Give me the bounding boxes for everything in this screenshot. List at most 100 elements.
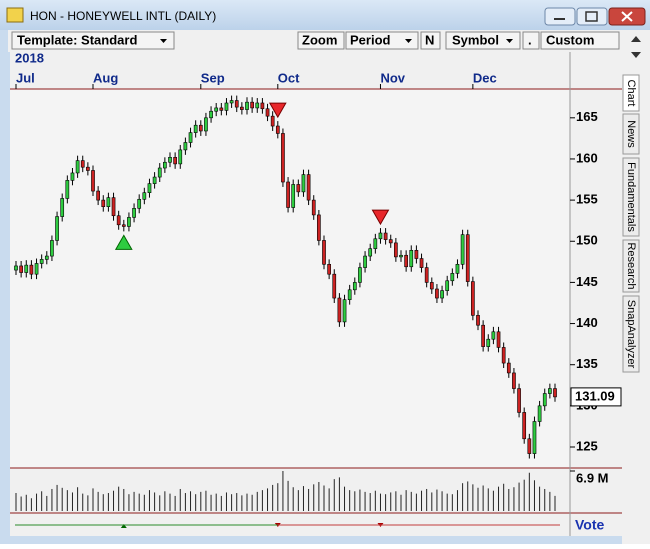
candle-body <box>450 273 455 282</box>
candle-body <box>440 290 444 299</box>
candle-body <box>481 324 485 347</box>
last-price-box <box>570 387 622 407</box>
candle-body <box>137 198 142 209</box>
candle-body <box>373 238 378 249</box>
candle-body <box>142 192 147 200</box>
candle-body <box>399 254 403 258</box>
candle-body <box>147 183 152 194</box>
maximize-button[interactable] <box>576 7 608 26</box>
candle-body <box>193 124 198 133</box>
candle-body <box>435 288 439 299</box>
candle-body <box>204 117 208 132</box>
y-tick-label: 160 <box>576 150 598 165</box>
candle-body <box>19 265 23 273</box>
candle-body <box>34 263 39 275</box>
zoom-label: Zoom <box>302 32 337 47</box>
candle-body <box>414 250 419 259</box>
candle-body <box>512 372 516 389</box>
x-tick-label: Sep <box>201 70 225 85</box>
candle-body <box>317 214 321 241</box>
candle-body <box>517 388 521 413</box>
candle-body <box>224 102 229 111</box>
candle-body <box>306 174 311 201</box>
candle-body <box>39 259 44 264</box>
candle-body <box>75 160 80 174</box>
candle-body <box>96 190 100 201</box>
symbol-dropdown[interactable] <box>445 31 521 50</box>
dot-button[interactable] <box>522 31 540 50</box>
price-pane <box>10 89 570 468</box>
candle-body <box>116 215 121 226</box>
volume-tick-label: 6.9 M <box>576 470 609 485</box>
side-tab[interactable] <box>622 295 640 373</box>
candle-body <box>322 240 326 265</box>
side-tab-label: Fundamentals <box>625 162 637 232</box>
candle-body <box>532 421 537 454</box>
side-tab[interactable] <box>622 74 640 112</box>
y-tick-label: 145 <box>576 274 598 289</box>
candle-body <box>342 299 347 323</box>
candle-body <box>183 142 188 151</box>
y-tick-label: 140 <box>576 315 598 330</box>
candle-body <box>337 297 342 323</box>
candle-body <box>522 412 527 440</box>
y-tick-label: 150 <box>576 233 598 248</box>
candle-body <box>127 217 131 227</box>
candle-body <box>55 216 59 241</box>
candle-body <box>419 258 424 268</box>
buy-signal <box>114 234 133 250</box>
side-tab[interactable] <box>622 239 640 293</box>
candle-body <box>229 100 234 104</box>
candle-body <box>157 167 162 178</box>
side-tab-label: SnapAnalyzer <box>625 300 637 369</box>
candle-body <box>394 242 398 258</box>
y-tick-label: 165 <box>576 109 598 124</box>
candle-body <box>50 240 54 257</box>
candle-body <box>388 239 393 244</box>
side-tab-label: Chart <box>625 80 637 107</box>
candle-body <box>311 199 316 216</box>
candle-body <box>91 170 95 192</box>
candle-body <box>250 101 254 109</box>
candle-body <box>152 176 157 184</box>
candle-body <box>352 282 357 291</box>
side-tab[interactable] <box>622 113 640 155</box>
candle-body <box>496 331 501 348</box>
candle-body <box>275 125 280 134</box>
title-bar <box>0 0 650 30</box>
candle-body <box>429 282 434 290</box>
candle-body <box>245 101 249 110</box>
candle-body <box>501 347 506 364</box>
candle-body <box>409 250 414 268</box>
candle-body <box>347 289 352 300</box>
side-tab[interactable] <box>622 157 640 237</box>
minimize-button[interactable] <box>544 7 576 26</box>
year-label: 2018 <box>15 50 44 65</box>
candle-body <box>542 393 547 407</box>
n-button[interactable] <box>420 31 441 50</box>
candle-body <box>265 108 270 117</box>
custom-label: Custom <box>546 32 594 47</box>
candle-body <box>219 107 224 111</box>
x-tick-label: Oct <box>278 70 300 85</box>
candle-body <box>465 234 470 282</box>
candle-body <box>378 232 383 240</box>
period-dropdown[interactable] <box>345 31 419 50</box>
candle-body <box>527 438 532 454</box>
template-dropdown[interactable] <box>11 31 175 50</box>
custom-button[interactable] <box>540 31 620 50</box>
zoom-button[interactable] <box>297 31 345 50</box>
candle-body <box>240 106 244 110</box>
candle-body <box>455 264 460 274</box>
candle-body <box>332 273 337 299</box>
candle-body <box>198 124 203 132</box>
x-tick-label: Jul <box>16 70 35 85</box>
window-title: HON - HONEYWELL INTL (DAILY) <box>30 9 216 23</box>
candle-body <box>363 255 367 268</box>
candle-body <box>296 184 301 193</box>
app-icon <box>6 7 24 23</box>
candle-body <box>188 132 193 143</box>
x-tick-label: Nov <box>380 70 405 85</box>
